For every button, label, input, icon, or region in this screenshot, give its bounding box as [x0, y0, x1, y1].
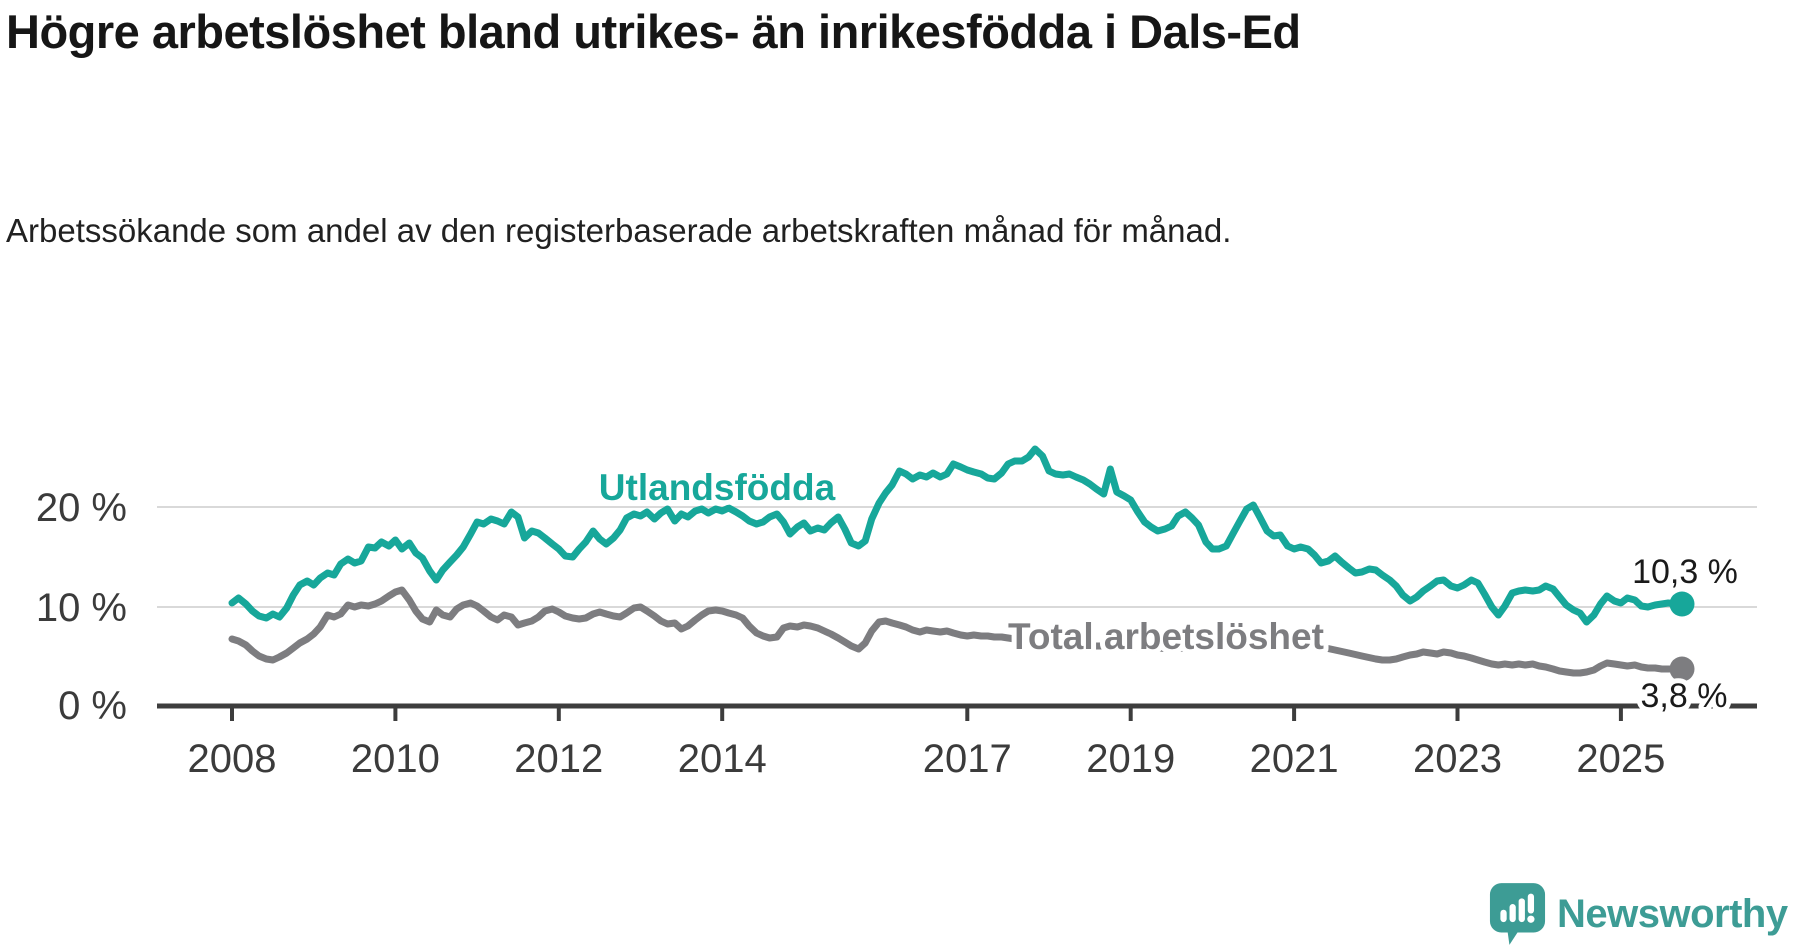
y-axis-label-10: 10 %	[36, 586, 127, 630]
series-label-total-arbetsloshet: Total arbetslöshet	[1008, 616, 1324, 657]
x-axis-ticks: 2008 2010 2012 2014 2017 2019 2021 2023 2025	[188, 706, 1665, 781]
x-tick-label-2010: 2010	[351, 737, 440, 781]
foreign-born-end-value-label: 10,3 %	[1632, 553, 1738, 591]
y-axis-label-20: 20 %	[36, 486, 127, 530]
x-tick-label-2017: 2017	[923, 737, 1012, 781]
foreign-born-end-dot	[1669, 591, 1695, 617]
newsworthy-logo-icon	[1489, 883, 1546, 945]
total-end-dot	[1669, 656, 1695, 682]
x-tick-label-2023: 2023	[1413, 737, 1502, 781]
newsworthy-logo-text: Newsworthy	[1557, 891, 1788, 936]
x-tick-label-2012: 2012	[514, 737, 603, 781]
total-end-value-label: 3,8 %	[1641, 677, 1728, 715]
total-unemployment-line	[228, 586, 1686, 677]
x-tick-label-2008: 2008	[188, 737, 277, 781]
page-subtitle: Arbetssökande som andel av den registerb…	[6, 212, 1232, 249]
y-axis-label-0: 0 %	[58, 684, 127, 728]
newsworthy-logo: Newsworthy	[1489, 882, 1788, 946]
series-label-utlandsfodda: Utlandsfödda	[599, 467, 836, 508]
foreign-born-line	[228, 445, 1686, 626]
page-title: Högre arbetslöshet bland utrikes- än inr…	[6, 5, 1301, 58]
x-tick-label-2021: 2021	[1250, 737, 1339, 781]
x-tick-label-2025: 2025	[1576, 737, 1665, 781]
x-tick-label-2014: 2014	[678, 737, 767, 781]
x-tick-label-2019: 2019	[1086, 737, 1175, 781]
